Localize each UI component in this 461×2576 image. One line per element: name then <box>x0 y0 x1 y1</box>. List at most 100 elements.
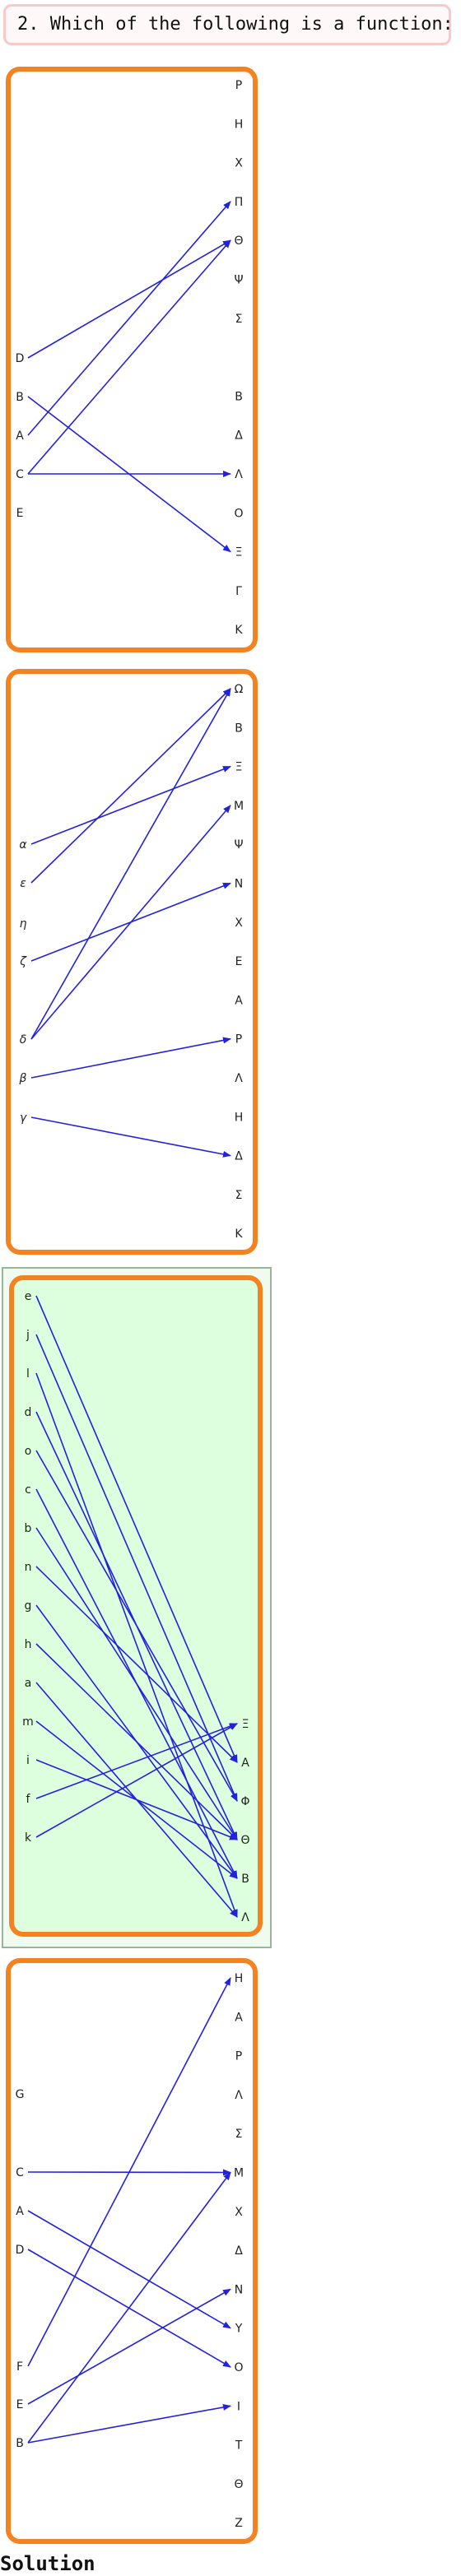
mapping-arrow <box>27 2288 231 2405</box>
domain-label: α <box>19 838 27 852</box>
domain-label: δ <box>20 1033 27 1047</box>
codomain-label: Β <box>235 722 243 735</box>
question-prompt: 2. Which of the following is a function: <box>3 4 454 45</box>
domain-label: l <box>26 1367 30 1381</box>
codomain-label: Λ <box>235 2089 243 2102</box>
codomain-label: Ξ <box>235 546 243 559</box>
codomain-label: Β <box>241 1873 249 1886</box>
domain-label: o <box>25 1445 32 1458</box>
domain-label: C <box>16 468 24 481</box>
mapping-arrow <box>27 2171 231 2444</box>
mapping-panel-border[interactable] <box>6 1958 258 2544</box>
codomain-label: Π <box>235 196 244 209</box>
codomain-label: Χ <box>235 157 243 170</box>
solution-label: Solution <box>0 2552 95 2575</box>
codomain-label: Η <box>235 1972 244 1985</box>
domain-label: β <box>19 1072 27 1085</box>
codomain-label: Ψ <box>234 274 243 287</box>
codomain-label: Θ <box>234 234 243 248</box>
domain-label: D <box>16 352 25 365</box>
codomain-label: Λ <box>241 1911 249 1924</box>
domain-label: e <box>25 1290 32 1303</box>
domain-label: a <box>25 1677 32 1690</box>
codomain-label: Κ <box>235 1228 243 1241</box>
codomain-label: Ω <box>235 683 244 696</box>
mapping-arrow <box>35 1334 238 1802</box>
mapping-arrow <box>30 1037 231 1079</box>
domain-label: η <box>20 917 27 931</box>
codomain-label: Ζ <box>235 2517 243 2530</box>
domain-label: E <box>16 507 24 520</box>
codomain-label: Η <box>235 1111 244 1124</box>
domain-label: c <box>25 1483 31 1497</box>
codomain-label: Ψ <box>234 838 243 852</box>
mapping-arrow <box>27 239 231 475</box>
codomain-label: Λ <box>235 1072 243 1085</box>
codomain-label: Ο <box>234 2361 243 2374</box>
domain-label: A <box>16 429 24 443</box>
codomain-label: Α <box>241 1757 249 1770</box>
codomain-label: Η <box>235 118 244 131</box>
mapping-option-3[interactable]: e j l d o c b n g h a m i f k Ξ Α Φ Θ Β Λ <box>9 1275 263 1937</box>
mapping-option-1[interactable]: D B A C E Ρ Η Χ Π Θ Ψ Σ Β Δ Λ Ο Ξ Γ Κ <box>6 67 258 652</box>
mapping-arrow <box>30 1116 231 1158</box>
codomain-label: Υ <box>235 2323 243 2336</box>
codomain-label: Α <box>235 994 243 1007</box>
mapping-panel-border[interactable] <box>6 669 258 1255</box>
mapping-arrow <box>30 688 231 1040</box>
mapping-arrow <box>27 2403 231 2444</box>
codomain-label: Ρ <box>235 79 242 92</box>
domain-label: D <box>16 2244 25 2257</box>
mapping-panel-border[interactable] <box>9 1275 263 1937</box>
mapping-arrow <box>35 1723 238 1799</box>
codomain-label: Θ <box>234 2478 243 2491</box>
mapping-arrow <box>27 201 231 436</box>
mapping-arrow <box>27 239 231 359</box>
mapping-arrow <box>27 1977 231 2367</box>
mapping-panel-border[interactable] <box>6 67 258 652</box>
codomain-label: Κ <box>235 624 243 637</box>
mapping-option-4[interactable]: G C A D F E B Η Α Ρ Λ Σ Μ Χ Δ Ν Υ Ο Ι Τ Θ Ζ <box>6 1958 258 2544</box>
domain-label: ζ <box>19 955 27 968</box>
codomain-label: Δ <box>235 1150 243 1163</box>
codomain-label: Χ <box>235 2206 243 2219</box>
domain-label: C <box>16 2166 24 2179</box>
domain-label: b <box>25 1522 32 1535</box>
domain-label: ε <box>20 877 26 890</box>
codomain-label: Ξ <box>235 761 243 774</box>
codomain-label: Α <box>235 2011 243 2024</box>
domain-label: F <box>16 2360 23 2374</box>
domain-label: i <box>26 1754 30 1767</box>
mapping-option-2[interactable]: α ε η ζ δ β γ Ω Β Ξ Μ Ψ Ν Χ Ε Α Ρ Λ Η Δ Σ Κ <box>6 669 258 1255</box>
codomain-label: Χ <box>235 917 243 930</box>
codomain-label: Θ <box>240 1834 249 1847</box>
codomain-label: Δ <box>235 429 243 443</box>
codomain-label: Φ <box>240 1795 249 1808</box>
domain-label: k <box>25 1831 32 1845</box>
domain-label: B <box>16 2437 24 2450</box>
domain-label: γ <box>20 1112 27 1125</box>
codomain-label: Ρ <box>235 2050 242 2063</box>
codomain-label: Ν <box>235 878 243 891</box>
codomain-label: Ι <box>237 2400 240 2413</box>
codomain-label: Ε <box>235 955 243 968</box>
mapping-arrow <box>30 765 231 845</box>
domain-label: E <box>16 2398 24 2411</box>
codomain-label: Σ <box>235 1189 243 1202</box>
codomain-label: Λ <box>235 468 243 481</box>
domain-label: B <box>16 391 24 404</box>
codomain-label: Σ <box>235 313 243 326</box>
domain-label: A <box>16 2205 24 2218</box>
domain-label: j <box>26 1329 30 1342</box>
domain-label: f <box>26 1793 31 1806</box>
codomain-label: Δ <box>235 2244 243 2258</box>
domain-label: d <box>25 1406 32 1419</box>
mapping-arrow <box>30 688 231 884</box>
codomain-label: Γ <box>235 585 242 598</box>
mapping-arrow <box>35 1759 238 1840</box>
codomain-label: Ξ <box>242 1718 249 1731</box>
codomain-label: Μ <box>234 800 244 813</box>
domain-label: g <box>25 1599 32 1613</box>
codomain-label: Β <box>235 390 243 403</box>
